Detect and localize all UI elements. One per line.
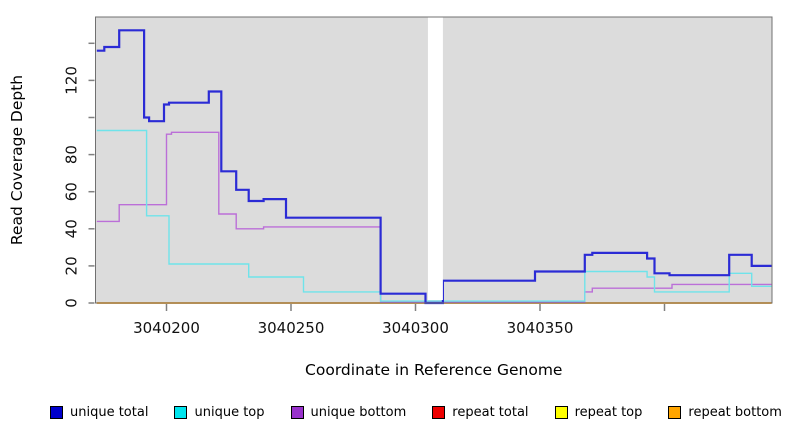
x-axis-title: Coordinate in Reference Genome [305, 361, 562, 379]
y-axis-tick-label: 80 [63, 145, 81, 164]
legend: unique total unique top unique bottom repea… [50, 402, 782, 422]
legend-swatch-icon [290, 405, 304, 419]
legend-swatch-icon [432, 405, 446, 419]
legend-swatch-icon [174, 405, 188, 419]
legend-item-repeat-total: repeat total [432, 404, 529, 420]
legend-label: unique total [70, 404, 149, 420]
legend-item-unique-total: unique total [50, 405, 148, 420]
series-unique-bottom-line [96, 131, 772, 303]
legend-label: repeat bottom [688, 404, 782, 420]
y-axis-tick-label: 60 [63, 182, 81, 201]
legend-item-repeat-bottom: repeat bottom [668, 405, 782, 420]
x-axis-tick-label: 3040300 [382, 319, 449, 337]
legend-label: unique top [194, 404, 265, 420]
legend-label: repeat top [574, 404, 643, 420]
legend-swatch-icon [554, 405, 568, 419]
y-axis-tick-label: 20 [63, 256, 81, 275]
y-axis-title: Read Coverage Depth [8, 75, 26, 245]
legend-label: unique bottom [310, 404, 407, 420]
legend-item-repeat-top: repeat top [554, 404, 643, 420]
missing-data-gap [427, 15, 443, 300]
legend-item-unique-bottom: unique bottom [290, 404, 407, 420]
x-axis-tick-label: 3040350 [507, 319, 574, 337]
y-axis-tick-label: 40 [63, 219, 81, 238]
y-axis-tick-label: 120 [63, 66, 81, 95]
legend-swatch-icon [668, 405, 682, 419]
legend-item-unique-top: unique top [174, 404, 265, 420]
legend-swatch-icon [50, 405, 63, 419]
series-unique-total-line [96, 29, 772, 305]
x-axis-tick-label: 3040200 [133, 319, 200, 337]
x-axis-tick-label: 3040250 [258, 319, 325, 337]
y-axis-tick-label: 0 [63, 298, 81, 308]
series-unique-top-line [96, 129, 772, 302]
plot-border [95, 16, 773, 304]
legend-label: repeat total [452, 404, 529, 420]
